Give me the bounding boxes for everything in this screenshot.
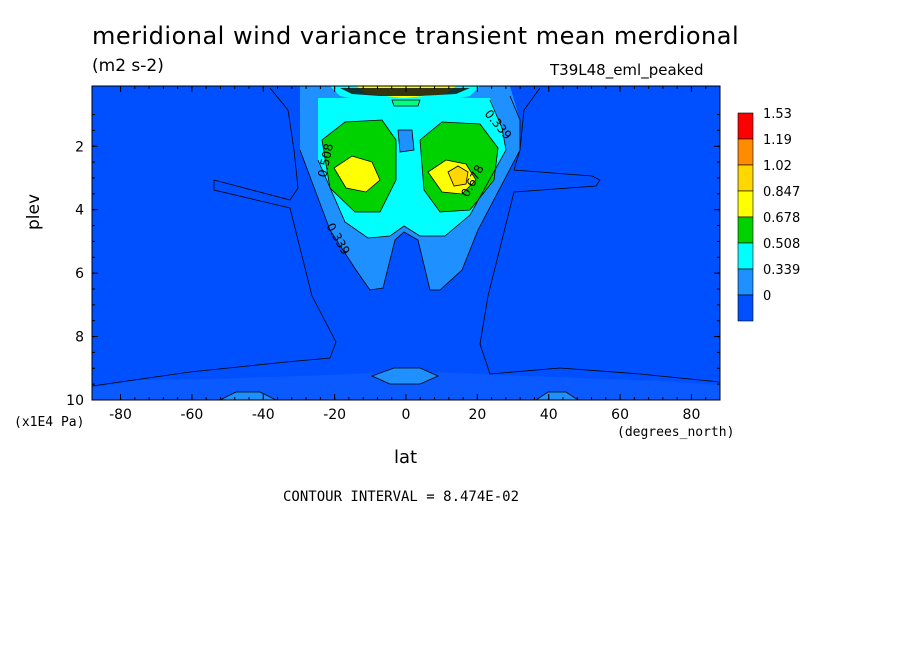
y-axis-units: (x1E4 Pa) (14, 415, 85, 430)
x-tick-label: 60 (611, 407, 629, 423)
legend-label: 1.53 (763, 107, 792, 122)
contour-fill-layer (92, 86, 720, 400)
y-tick-label: 2 (75, 139, 84, 155)
x-tick-label: -60 (180, 407, 203, 423)
x-tick-label: -20 (323, 407, 346, 423)
dataset-label: T39L48_eml_peaked (550, 61, 704, 79)
contour-interval-note: CONTOUR INTERVAL = 8.474E-02 (283, 489, 520, 505)
x-tick-label: 80 (683, 407, 701, 423)
chart-title: meridional wind variance transient mean … (92, 22, 740, 50)
x-tick-label: 0 (402, 407, 411, 423)
y-tick-label: 10 (66, 393, 84, 409)
contour-band-847-left (334, 156, 380, 192)
legend-swatch (737, 268, 754, 296)
contour-lines (92, 87, 720, 400)
contour-bottom-right (536, 392, 578, 400)
legend-label: 0.508 (763, 237, 800, 252)
legend-label: 0 (763, 289, 771, 304)
legend-swatch (737, 164, 754, 192)
legend-label: 1.19 (763, 133, 792, 148)
legend-label: 0.847 (763, 185, 800, 200)
contour-band-1-02-right (448, 166, 468, 186)
chart-units: (m2 s-2) (92, 56, 164, 76)
legend-label: 0.339 (763, 263, 800, 278)
legend-swatch (737, 242, 754, 270)
color-legend: 1.53 1.19 1.02 0.847 0.678 0.508 0.339 0 (737, 107, 800, 322)
legend-swatch (737, 216, 754, 244)
contour-center-dip (398, 130, 414, 152)
y-tick-label: 6 (75, 266, 84, 282)
x-axis-units: (degrees_north) (617, 425, 735, 440)
y-tick-label: 4 (75, 203, 84, 219)
contour-top-core-small (392, 100, 420, 106)
legend-swatch (737, 190, 754, 218)
contour-bottom-center (372, 368, 438, 384)
y-tick-label: 8 (75, 330, 84, 346)
legend-label: 0.678 (763, 211, 800, 226)
legend-swatch (737, 294, 754, 322)
legend-label: 1.02 (763, 159, 792, 174)
axis-ticks: -80 -60 -40 -20 0 20 40 60 80 2 4 6 8 10 (66, 86, 721, 423)
x-axis-label: lat (394, 447, 418, 468)
x-tick-label: -80 (109, 407, 132, 423)
legend-swatch (737, 138, 754, 166)
contour-top-dense (340, 88, 470, 96)
x-tick-label: 20 (468, 407, 486, 423)
x-tick-label: 40 (540, 407, 558, 423)
contour-bottom-left (220, 392, 276, 400)
x-tick-label: -40 (252, 407, 275, 423)
legend-swatch (737, 112, 754, 140)
contour-label: 0.508 (315, 142, 336, 179)
